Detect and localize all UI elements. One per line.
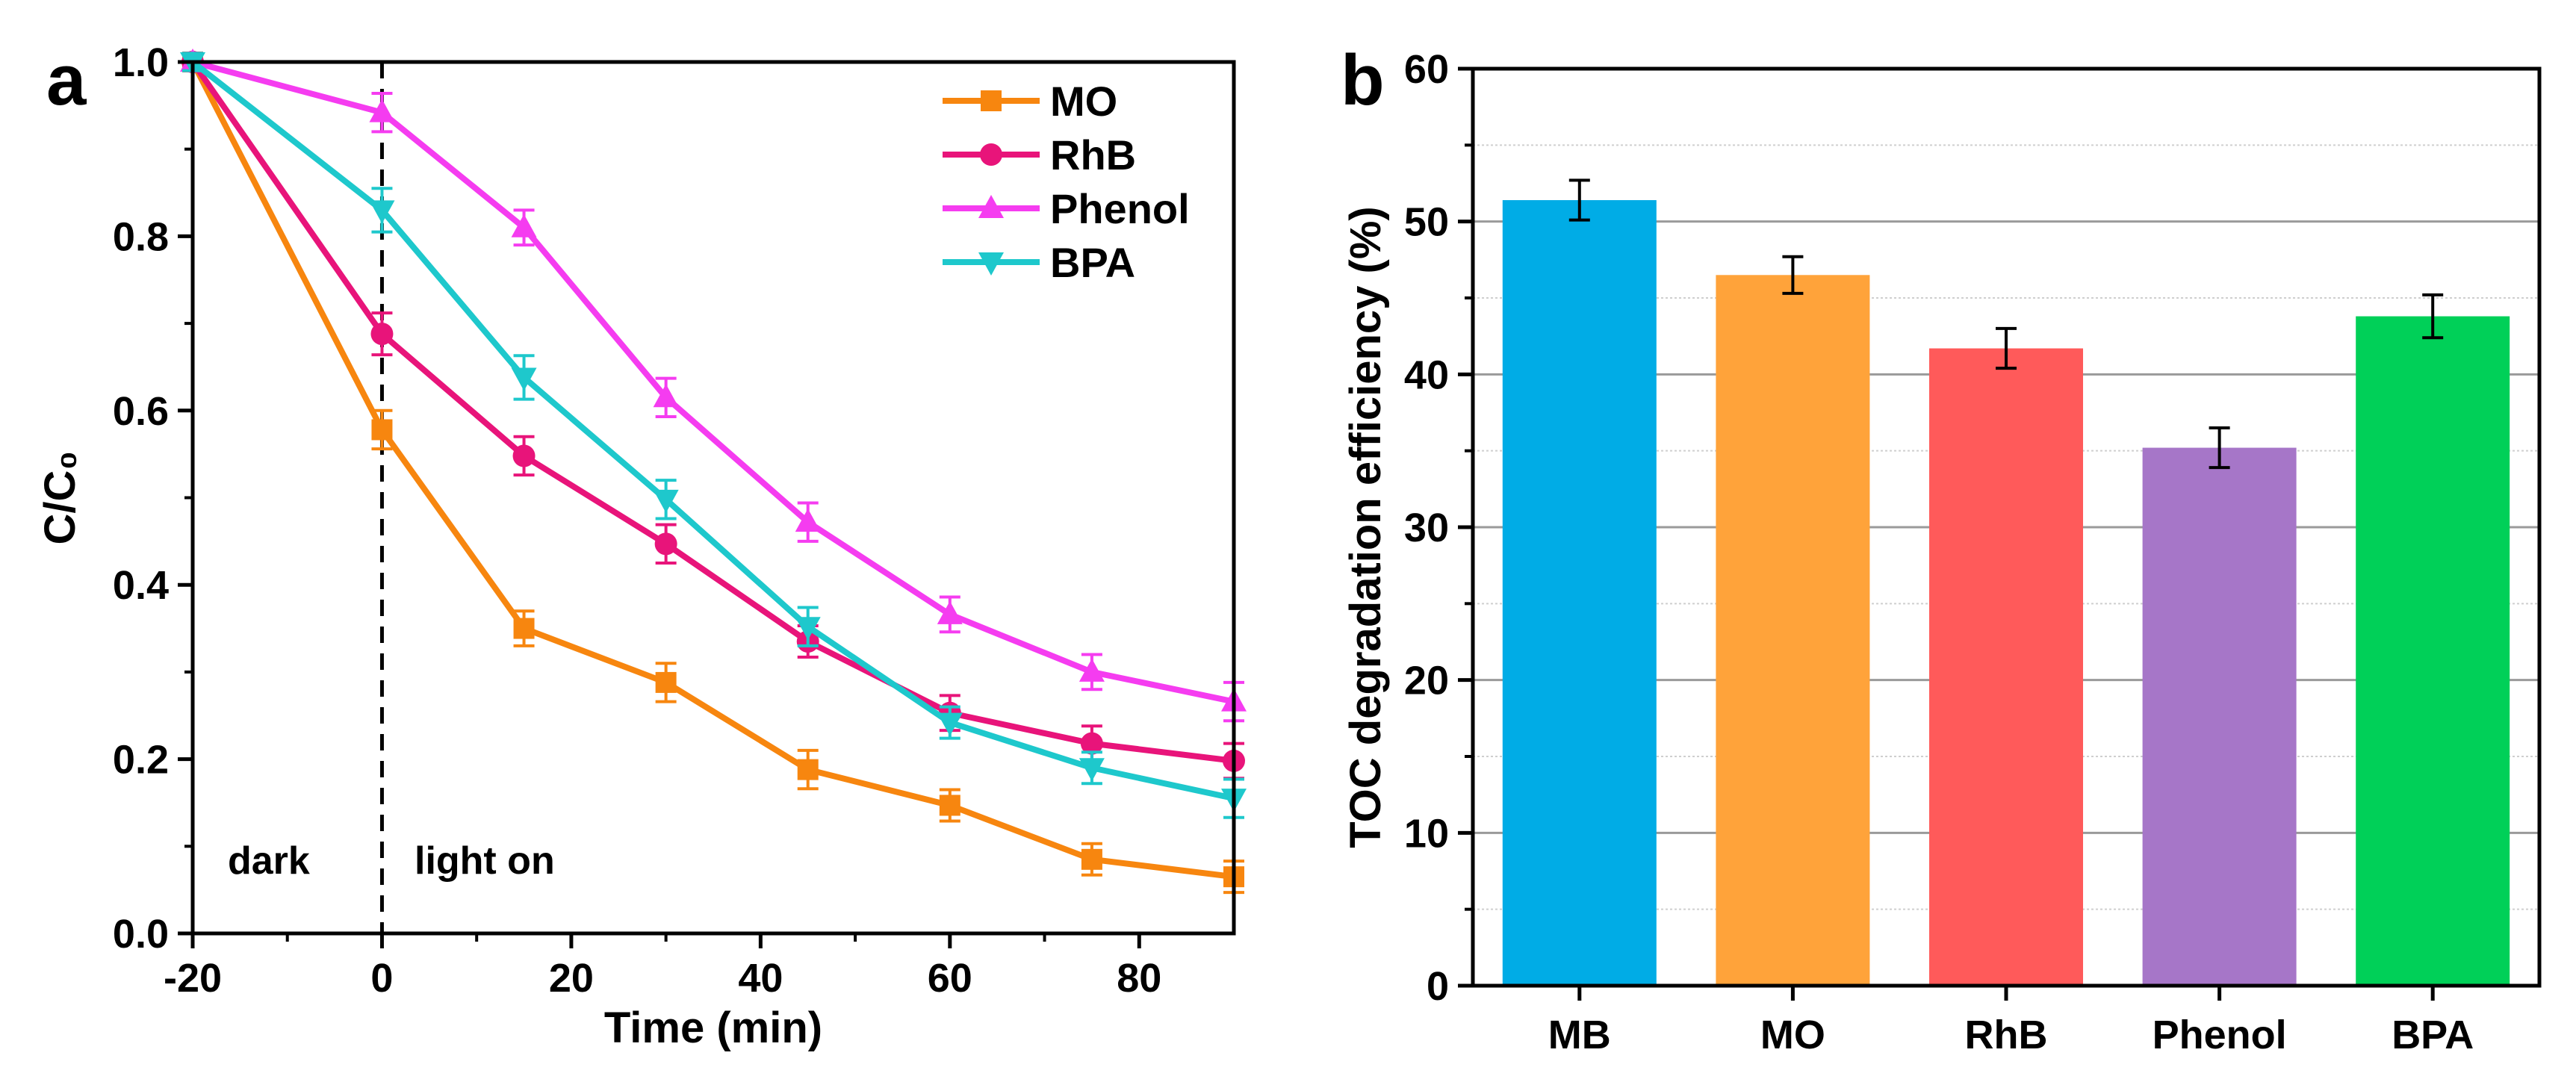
bar-group-bpa <box>2356 293 2510 986</box>
y-tick-label: 30 <box>1404 506 1449 550</box>
series-line-mo <box>190 60 1235 880</box>
light-on-annotation: light on <box>415 839 555 883</box>
data-point-bpa <box>1078 758 1105 782</box>
y-tick-label: 0 <box>1427 964 1449 1009</box>
panel-b-y-axis-title: TOC degradation efficiency (%) <box>1341 206 1390 848</box>
data-point-bpa <box>653 489 679 513</box>
legend-label: Phenol <box>1050 185 1190 232</box>
data-point-rhb <box>370 323 394 346</box>
panel-b-label: b <box>1341 40 1385 120</box>
legend-label: BPA <box>1050 239 1135 286</box>
y-tick-label: 50 <box>1404 200 1449 245</box>
y-tick-label: 60 <box>1404 47 1449 92</box>
x-tick-label: MO <box>1760 1013 1825 1057</box>
series-line-phenol <box>191 59 1235 705</box>
data-point-mo <box>513 618 535 639</box>
panel-a-legend: MO RhB Phenol BPA <box>943 78 1190 286</box>
data-point-mo <box>371 419 393 441</box>
panel-a-series-layer <box>180 49 1247 895</box>
data-point-phenol <box>511 214 537 237</box>
y-tick-label: 0.6 <box>113 389 169 434</box>
legend-marker <box>978 195 1004 218</box>
legend-item-bpa: BPA <box>943 239 1135 286</box>
bar-group-phenol <box>2142 426 2297 986</box>
data-point-phenol <box>1078 658 1105 682</box>
x-tick-label: RhB <box>1965 1013 2048 1057</box>
bar-mb <box>1502 200 1657 986</box>
y-tick-label: 20 <box>1404 659 1449 703</box>
bar-bpa <box>2356 316 2510 986</box>
bar-group-mb <box>1502 178 1657 986</box>
legend-marker <box>981 90 1002 111</box>
y-tick-label: 10 <box>1404 811 1449 856</box>
panel-a-label: a <box>46 40 87 120</box>
legend-marker <box>978 252 1004 276</box>
legend-item-phenol: Phenol <box>943 185 1190 232</box>
data-point-bpa <box>511 367 537 391</box>
panel-a-y-axis-title: C/C₀ <box>36 450 84 544</box>
data-point-phenol <box>795 509 821 532</box>
data-point-rhb <box>654 532 677 556</box>
data-point-rhb <box>1080 732 1103 755</box>
series-line-rhb <box>190 60 1235 764</box>
panel-a-x-axis-title: Time (min) <box>604 1004 822 1052</box>
data-point-mo <box>939 795 960 816</box>
x-tick-label: Phenol <box>2153 1013 2287 1057</box>
data-point-mo <box>1081 848 1102 870</box>
data-point-mo <box>797 759 819 780</box>
y-tick-label: 0.0 <box>113 912 169 957</box>
legend-label: RhB <box>1050 131 1136 178</box>
series-line-bpa <box>190 59 1235 802</box>
panel-b-bars-layer <box>1502 178 2510 986</box>
x-tick-label: 60 <box>928 956 972 1001</box>
x-tick-label: BPA <box>2392 1013 2474 1057</box>
legend-item-rhb: RhB <box>943 131 1136 178</box>
series-phenol <box>180 49 1247 723</box>
x-tick-label: 20 <box>549 956 594 1001</box>
y-tick-label: 1.0 <box>113 40 169 85</box>
data-point-bpa <box>937 712 963 736</box>
data-point-phenol <box>653 384 679 408</box>
y-tick-label: 40 <box>1404 352 1449 397</box>
bar-group-rhb <box>1929 326 2083 986</box>
bar-phenol <box>2142 447 2297 986</box>
dark-annotation: dark <box>228 839 310 883</box>
data-point-mo <box>655 671 677 693</box>
y-tick-label: 0.2 <box>113 738 169 783</box>
data-point-bpa <box>369 200 395 224</box>
x-tick-label: -20 <box>164 956 222 1001</box>
legend-label: MO <box>1050 78 1117 125</box>
panel-b-axes: 0 10 20 30 40 50 60 MB MO RhB Phenol BPA <box>1404 47 2474 1057</box>
data-point-phenol <box>937 600 963 624</box>
legend-item-mo: MO <box>943 78 1117 125</box>
x-tick-label: MB <box>1548 1013 1611 1057</box>
y-tick-label: 0.4 <box>113 563 169 608</box>
x-tick-label: 80 <box>1117 956 1161 1001</box>
data-point-rhb <box>512 444 536 467</box>
legend-marker <box>980 143 1002 166</box>
x-tick-label: 0 <box>370 956 393 1001</box>
y-tick-label: 0.8 <box>113 214 169 259</box>
data-point-bpa <box>795 617 821 641</box>
panel-a-line-chart: a -20 0 20 40 60 80 0.0 0.2 0.4 0.6 0.8 1.0 Time (m… <box>36 40 1247 1052</box>
panel-a-axes: -20 0 20 40 60 80 0.0 0.2 0.4 0.6 0.8 1.0 <box>113 40 1161 1001</box>
bar-rhb <box>1929 348 2083 986</box>
bar-group-mo <box>1716 255 1870 986</box>
data-point-phenol <box>369 99 395 122</box>
x-tick-label: 40 <box>738 956 783 1001</box>
panel-b-bar-chart: b 0 10 20 30 40 50 60 MB MO RhB Phenol BPA TOC degr… <box>1341 40 2542 1057</box>
bar-mo <box>1716 275 1870 986</box>
